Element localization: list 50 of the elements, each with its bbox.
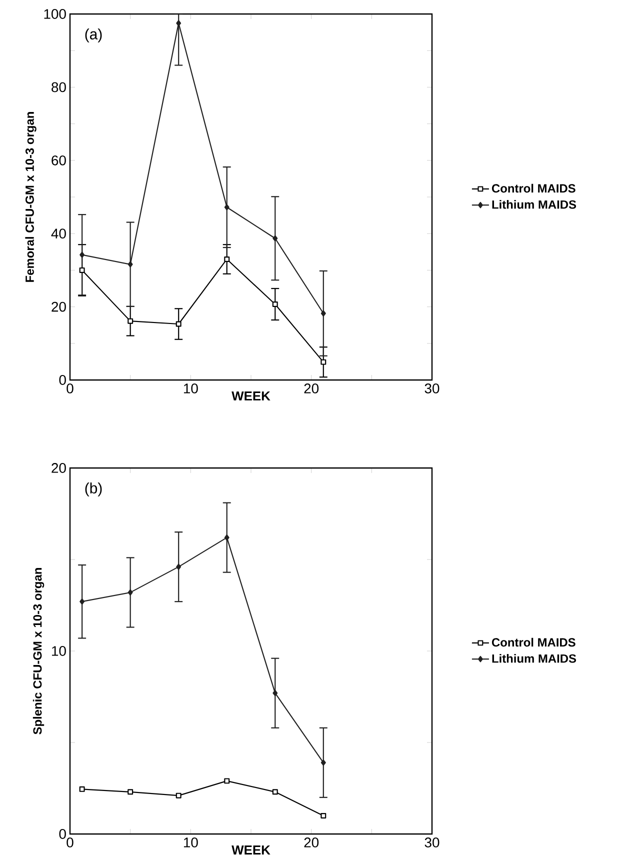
point [176, 321, 182, 327]
point [320, 759, 326, 766]
point [128, 318, 134, 324]
point [128, 589, 133, 596]
point [272, 235, 278, 242]
legend-label: Control MAIDS [492, 638, 576, 647]
y-tick-label: 100 [44, 9, 66, 19]
point [272, 302, 278, 307]
point [224, 204, 230, 210]
point [80, 598, 85, 605]
legend-label: Lithium MAIDS [492, 200, 576, 209]
y-tick-label: 0 [59, 375, 66, 385]
point [176, 564, 182, 570]
point [176, 792, 182, 798]
point [272, 690, 278, 696]
point [80, 252, 85, 258]
x-axis-title: WEEK [232, 846, 270, 854]
annotation: (b) [85, 482, 102, 496]
point [224, 778, 230, 784]
y-axis-title: Femoral CFU-GM x 10-3 organ [25, 112, 36, 282]
x-tick-label: 0 [66, 838, 74, 848]
y-tick-label: 40 [51, 228, 66, 239]
x-tick-label: 20 [304, 384, 319, 394]
y-axis-title: Splenic CFU-GM x 10-3 organ [32, 568, 44, 734]
x-tick-label: 30 [424, 384, 440, 394]
y-tick-label: 10 [52, 646, 66, 656]
point [320, 359, 326, 365]
point [272, 789, 278, 795]
y-tick-label: 20 [52, 463, 66, 473]
legend-label: Control MAIDS [492, 184, 576, 193]
legend-label: Lithium MAIDS [492, 654, 576, 663]
point [128, 789, 134, 795]
point [320, 812, 326, 818]
point [224, 256, 230, 262]
x-tick-label: 30 [424, 838, 440, 848]
y-tick-label: 20 [52, 302, 66, 312]
y-tick-label: 80 [52, 82, 66, 92]
point [128, 261, 133, 268]
x-tick-label: 0 [66, 384, 74, 394]
annotation: (a) [85, 28, 102, 42]
point [79, 786, 85, 792]
x-axis-title: WEEK [232, 392, 270, 400]
y-tick-label: 60 [52, 155, 66, 166]
point [79, 267, 85, 273]
y-tick-label: 0 [59, 829, 66, 839]
x-tick-label: 10 [184, 384, 198, 394]
x-tick-label: 20 [304, 838, 319, 848]
point [320, 310, 326, 317]
x-tick-label: 10 [184, 838, 198, 848]
point [224, 534, 230, 541]
